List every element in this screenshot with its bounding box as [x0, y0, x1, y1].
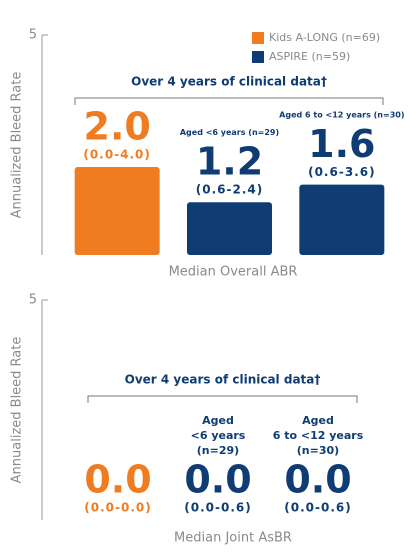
- y-axis-label: Annualized Bleed Rate: [10, 337, 25, 484]
- range-label: (0.6-2.4): [196, 183, 263, 197]
- legend-swatch: [252, 51, 264, 63]
- bracket-label: Over 4 years of clinical data†: [125, 373, 321, 387]
- bar: [299, 184, 385, 255]
- y-axis-label: Annualized Bleed Rate: [10, 72, 25, 219]
- value-label: 0.0: [184, 458, 251, 502]
- x-axis-label: Median Overall ABR: [169, 265, 298, 280]
- legend-label: ASPIRE (n=59): [269, 50, 350, 63]
- category-label: Aged 6 to <12 years (n=30): [279, 110, 404, 119]
- value-label: 1.6: [308, 122, 375, 166]
- value-label: 0.0: [84, 458, 151, 502]
- y-tick-label: 5: [29, 293, 37, 308]
- bracket: [74, 97, 384, 105]
- bar: [74, 167, 160, 255]
- category-label: Aged <6 years (n=29): [180, 128, 279, 137]
- value-label: 0.0: [284, 458, 351, 502]
- range-label: (0.0-4.0): [83, 148, 150, 162]
- legend-label: Kids A-LONG (n=69): [269, 31, 380, 44]
- range-label: (0.6-3.6): [308, 165, 375, 179]
- range-label: (0.0-0.0): [84, 501, 151, 515]
- category-label: Aged <6 years (n=29): [191, 414, 246, 457]
- legend-swatch: [252, 32, 264, 44]
- value-label: 2.0: [84, 105, 151, 149]
- bracket-label: Over 4 years of clinical data†: [131, 75, 327, 89]
- bracket: [87, 395, 358, 403]
- range-label: (0.0-0.6): [184, 501, 251, 515]
- bar: [187, 202, 272, 255]
- x-axis-label: Median Joint AsBR: [174, 531, 292, 546]
- y-tick-label: 5: [29, 28, 37, 43]
- range-label: (0.0-0.6): [284, 501, 351, 515]
- value-label: 1.2: [196, 140, 263, 184]
- category-label: Aged 6 to <12 years (n=30): [273, 414, 364, 457]
